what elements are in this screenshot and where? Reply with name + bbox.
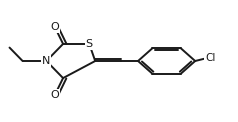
Text: Cl: Cl — [205, 53, 215, 63]
Text: S: S — [86, 39, 93, 49]
Text: O: O — [50, 90, 59, 100]
Text: O: O — [50, 22, 59, 32]
Text: N: N — [42, 56, 51, 66]
